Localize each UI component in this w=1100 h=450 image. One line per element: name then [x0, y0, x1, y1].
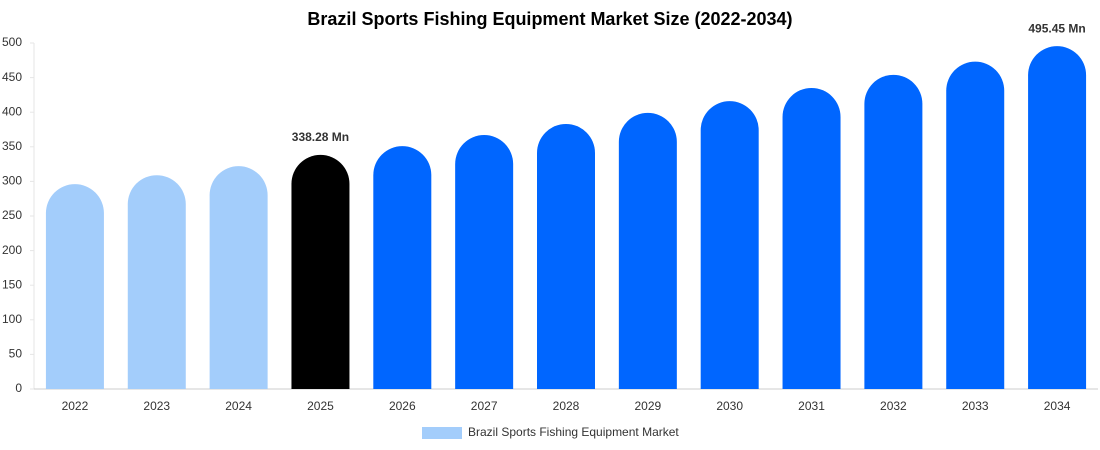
y-tick-label: 250: [2, 208, 22, 222]
bar: [209, 166, 268, 389]
x-tick-label: 2026: [389, 399, 416, 413]
bar: [291, 154, 350, 389]
bar: [455, 135, 514, 389]
y-tick-label: 450: [2, 70, 22, 84]
bar: [618, 112, 677, 389]
value-label: 495.45 Mn: [1028, 21, 1085, 35]
bar: [1028, 46, 1087, 390]
x-tick-label: 2034: [1044, 399, 1071, 413]
bar: [946, 61, 1005, 390]
legend-label: Brazil Sports Fishing Equipment Market: [468, 425, 679, 439]
bar: [373, 146, 432, 389]
x-tick-label: 2031: [798, 399, 825, 413]
x-tick-label: 2023: [143, 399, 170, 413]
bar: [700, 101, 759, 390]
y-tick-label: 150: [2, 277, 22, 291]
y-tick-label: 400: [2, 104, 22, 118]
y-tick-label: 350: [2, 139, 22, 153]
x-tick-label: 2029: [634, 399, 661, 413]
y-tick-label: 0: [15, 381, 22, 395]
y-tick-label: 50: [9, 347, 23, 361]
chart-title: Brazil Sports Fishing Equipment Market S…: [307, 9, 792, 29]
bar: [864, 74, 923, 389]
x-tick-label: 2027: [471, 399, 498, 413]
bar: [782, 87, 841, 390]
x-tick-label: 2022: [62, 399, 89, 413]
bar: [537, 123, 595, 389]
y-tick-label: 500: [2, 35, 22, 49]
x-tick-label: 2024: [225, 399, 252, 413]
bar: [127, 175, 186, 389]
y-tick-label: 100: [2, 312, 22, 326]
legend-swatch: [422, 427, 462, 439]
x-tick-label: 2025: [307, 399, 334, 413]
x-tick-label: 2028: [553, 399, 580, 413]
y-tick-label: 300: [2, 174, 22, 188]
x-tick-label: 2032: [880, 399, 907, 413]
y-tick-label: 200: [2, 243, 22, 257]
x-tick-label: 2033: [962, 399, 989, 413]
x-tick-label: 2030: [716, 399, 743, 413]
value-label: 338.28 Mn: [292, 130, 349, 144]
bar: [45, 184, 104, 389]
